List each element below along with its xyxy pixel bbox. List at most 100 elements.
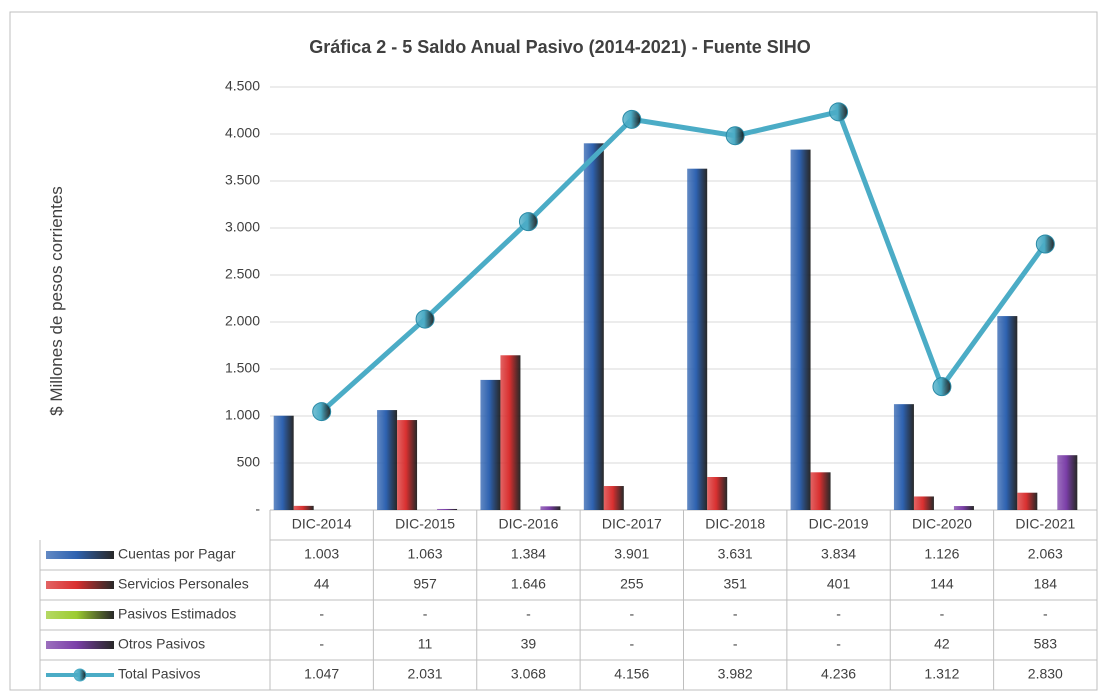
table-value: 1.384 xyxy=(511,546,546,562)
line-marker xyxy=(725,126,745,146)
bar xyxy=(1057,455,1078,510)
table-value: 4.156 xyxy=(614,666,649,682)
table-value: 2.063 xyxy=(1028,546,1063,562)
table-value: 401 xyxy=(827,576,851,592)
bar xyxy=(790,149,811,510)
table-value: - xyxy=(940,606,945,622)
table-value: - xyxy=(629,636,634,652)
category-label: DIC-2018 xyxy=(705,516,765,532)
legend-key xyxy=(46,581,114,589)
y-tick-label: 3.500 xyxy=(225,172,260,188)
table-value: - xyxy=(733,636,738,652)
line-marker xyxy=(518,212,538,232)
table-value: 3.901 xyxy=(614,546,649,562)
table-value: 1.126 xyxy=(924,546,959,562)
bar xyxy=(293,505,314,510)
bar xyxy=(893,404,914,510)
bar xyxy=(997,316,1018,510)
y-tick-label: 1.500 xyxy=(225,360,260,376)
table-value: 583 xyxy=(1034,636,1058,652)
y-tick-label: 500 xyxy=(237,454,261,470)
line-marker xyxy=(312,402,332,422)
table-value: 44 xyxy=(314,576,330,592)
category-label: DIC-2019 xyxy=(809,516,869,532)
y-tick-label: 4.000 xyxy=(225,125,260,141)
y-axis-label: $ Millones de pesos corrientes xyxy=(47,186,66,416)
category-label: DIC-2016 xyxy=(498,516,558,532)
y-tick-label: 2.500 xyxy=(225,266,260,282)
legend-key xyxy=(46,551,114,559)
y-tick-label: 4.500 xyxy=(225,78,260,94)
legend-key xyxy=(46,641,114,649)
bar xyxy=(480,379,501,510)
table-value: 1.003 xyxy=(304,546,339,562)
bar xyxy=(377,410,398,510)
table-value: 3.834 xyxy=(821,546,856,562)
table-value: 351 xyxy=(724,576,748,592)
bar xyxy=(913,496,934,510)
legend-label: Otros Pasivos xyxy=(118,636,205,652)
table-value: 2.031 xyxy=(408,666,443,682)
table-value: - xyxy=(319,606,324,622)
line-marker xyxy=(829,102,849,122)
bar xyxy=(1017,492,1038,510)
table-value: - xyxy=(836,606,841,622)
table-value: 42 xyxy=(934,636,950,652)
table-value: - xyxy=(1043,606,1048,622)
bar xyxy=(707,477,728,510)
legend-label: Servicios Personales xyxy=(118,576,249,592)
table-value: 4.236 xyxy=(821,666,856,682)
bar xyxy=(583,143,604,510)
legend-label: Total Pasivos xyxy=(118,666,200,682)
table-value: - xyxy=(319,636,324,652)
line-marker xyxy=(415,309,435,329)
table-value: 2.830 xyxy=(1028,666,1063,682)
category-label: DIC-2015 xyxy=(395,516,455,532)
table-value: 957 xyxy=(413,576,437,592)
table-value: 3.068 xyxy=(511,666,546,682)
line-marker xyxy=(1035,234,1055,254)
table-value: 1.312 xyxy=(924,666,959,682)
table-value: - xyxy=(629,606,634,622)
category-label: DIC-2017 xyxy=(602,516,662,532)
legend-key xyxy=(46,611,114,619)
line xyxy=(320,108,1048,414)
bar xyxy=(397,420,418,510)
y-tick-label: - xyxy=(255,501,260,517)
line-marker xyxy=(932,377,952,397)
legend-key xyxy=(73,668,87,682)
table-value: 39 xyxy=(521,636,537,652)
bar xyxy=(953,506,974,510)
table-value: 1.646 xyxy=(511,576,546,592)
bar xyxy=(437,508,458,510)
table-value: 3.982 xyxy=(718,666,753,682)
bar xyxy=(500,355,521,510)
bar xyxy=(603,486,624,510)
table-value: 184 xyxy=(1034,576,1058,592)
line-marker xyxy=(622,109,642,129)
table-value: - xyxy=(836,636,841,652)
table-value: 255 xyxy=(620,576,644,592)
category-label: DIC-2020 xyxy=(912,516,972,532)
legend-label: Cuentas por Pagar xyxy=(118,546,236,562)
table-value: - xyxy=(423,606,428,622)
y-tick-label: 1.000 xyxy=(225,407,260,423)
category-label: DIC-2021 xyxy=(1015,516,1075,532)
bar xyxy=(273,415,294,510)
category-label: DIC-2014 xyxy=(292,516,352,532)
table-value: 1.063 xyxy=(408,546,443,562)
y-tick-label: 2.000 xyxy=(225,313,260,329)
table-value: 144 xyxy=(930,576,954,592)
bar xyxy=(540,506,561,510)
legend-label: Pasivos Estimados xyxy=(118,606,236,622)
table-value: 11 xyxy=(418,636,433,652)
chart-title: Gráfica 2 - 5 Saldo Anual Pasivo (2014-2… xyxy=(309,37,811,57)
table-value: 3.631 xyxy=(718,546,753,562)
bar xyxy=(810,472,831,510)
y-tick-label: 3.000 xyxy=(225,219,260,235)
table-value: 1.047 xyxy=(304,666,339,682)
table-value: - xyxy=(733,606,738,622)
table-value: - xyxy=(526,606,531,622)
